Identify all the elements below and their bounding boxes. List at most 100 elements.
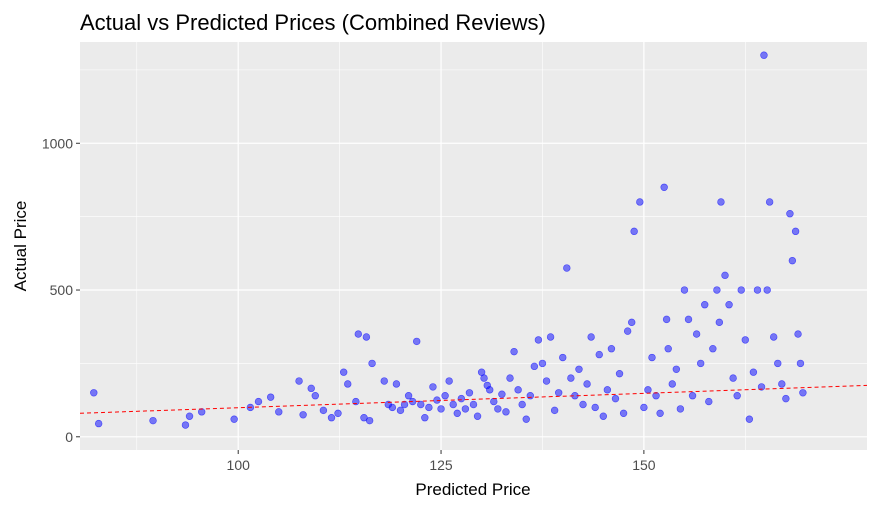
data-point [595,350,603,359]
data-point [546,333,555,341]
data-point [299,411,307,419]
data-point [619,409,628,418]
x-axis-ticks: 100 125 150 [227,450,656,473]
data-point [660,183,668,191]
data-point [469,400,478,409]
data-point [392,380,401,388]
data-point [636,198,644,206]
data-point [266,393,275,401]
data-point [449,400,457,409]
data-point [534,336,543,344]
data-point [662,315,671,324]
data-point [676,405,685,413]
y-axis-ticks: 0 500 1000 [42,135,80,445]
data-point [526,391,534,400]
y-tick-label: 500 [50,282,74,298]
y-tick-label: 1000 [42,135,73,151]
data-point [502,408,510,416]
data-point [498,390,506,398]
data-point [457,394,466,403]
data-point [692,330,701,338]
data-point [542,377,551,385]
data-point [611,394,620,403]
data-point [769,333,778,341]
data-point [788,256,797,265]
data-point [388,403,397,412]
chart-title: Actual vs Predicted Prices (Combined Rev… [80,10,546,35]
data-point [701,301,709,309]
data-point [607,345,616,353]
data-point [230,415,238,423]
data-point [774,359,782,368]
data-point [648,353,656,362]
data-point [656,409,664,418]
data-point [522,415,530,423]
data-point [319,406,328,415]
data-point [275,408,283,416]
data-point [400,400,409,409]
data-point [198,408,206,416]
data-point [307,384,315,393]
data-point [583,380,591,388]
data-point [684,315,693,324]
data-point [429,383,437,391]
data-point [461,405,470,413]
data-point [668,380,676,388]
data-point [603,386,612,394]
data-point [538,359,547,368]
data-point [640,403,648,412]
data-point [741,336,749,344]
data-point [717,198,725,206]
data-point [696,359,705,368]
data-point [530,362,539,371]
data-point [753,286,762,294]
data-point [334,409,342,418]
data-points [90,51,807,429]
reference-line [79,384,868,414]
data-point [413,337,421,346]
data-point [354,330,362,338]
data-point [404,391,413,400]
data-point [760,51,768,59]
y-axis-title: Actual Price [11,201,30,292]
data-point [579,400,587,409]
data-point [757,383,766,391]
data-point [733,391,741,400]
data-point [615,369,624,378]
data-point [185,412,194,420]
data-point [437,405,445,413]
data-point [90,389,98,397]
plot-panel [80,42,867,450]
data-point [652,391,660,400]
data-point [490,397,498,406]
data-point [794,330,802,338]
x-tick-label: 100 [227,457,251,473]
data-point [339,368,348,376]
data-point [396,406,405,415]
data-point [295,377,303,385]
data-point [630,227,638,236]
data-point [441,391,449,400]
data-point [778,380,786,388]
data-point [791,227,800,236]
data-point [518,400,526,409]
minor-gridlines [80,42,867,450]
data-point [425,403,433,412]
data-point [514,386,522,394]
data-point [486,386,494,394]
x-axis-title: Predicted Price [415,480,530,499]
data-point [453,409,461,418]
data-point [554,389,563,397]
data-point [365,416,374,425]
data-point [713,286,721,294]
data-point [417,400,425,409]
data-point [465,389,474,397]
data-point [628,318,636,327]
data-point [567,374,575,382]
data-point [782,394,790,403]
data-point [591,403,599,412]
data-point [480,374,488,382]
data-point [799,389,807,397]
data-point [745,415,754,423]
